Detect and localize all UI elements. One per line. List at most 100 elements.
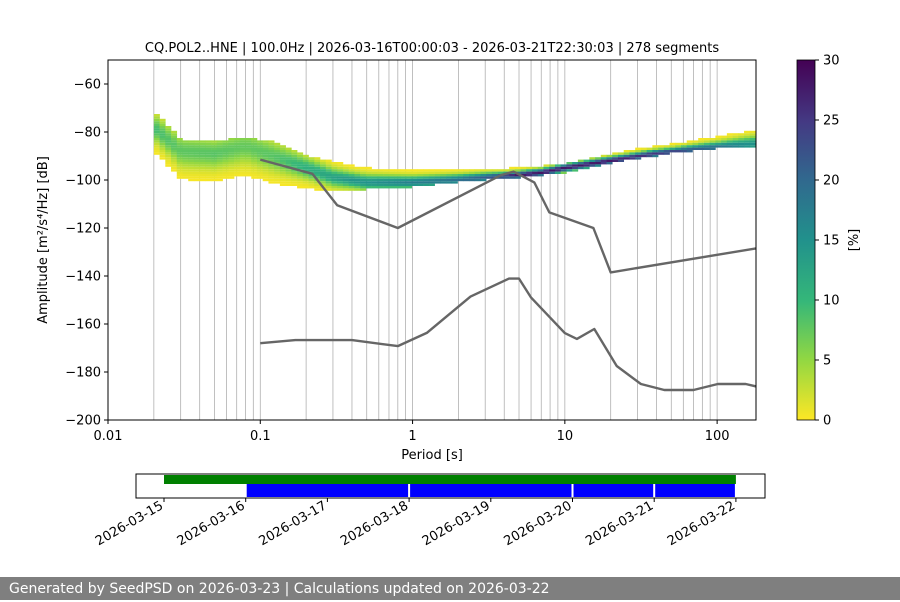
psd-cell <box>365 166 372 170</box>
psd-cell <box>480 178 487 182</box>
psd-cell <box>440 181 447 184</box>
timeline-tick-label: 2026-03-19 <box>420 498 493 549</box>
psd-cell <box>532 166 539 170</box>
psd-cell <box>245 154 252 158</box>
psd-cell <box>279 174 286 177</box>
psd-cell <box>400 174 407 177</box>
psd-cell <box>228 174 235 177</box>
psd-cell <box>572 162 579 165</box>
psd-cell <box>365 174 372 177</box>
psd-cell <box>228 140 235 143</box>
psd-cell <box>692 142 699 146</box>
psd-cell <box>320 174 327 177</box>
psd-cell <box>262 157 269 160</box>
psd-cell <box>268 166 275 170</box>
psd-cell <box>153 118 160 122</box>
psd-cell <box>193 142 200 146</box>
psd-cell <box>205 150 212 153</box>
psd-cell <box>342 166 349 170</box>
psd-cell <box>159 133 166 136</box>
psd-cell <box>188 150 195 153</box>
psd-cell <box>554 171 561 174</box>
psd-cell <box>646 147 653 150</box>
psd-cell <box>211 174 218 177</box>
timeline-tick-label: 2026-03-17 <box>256 498 329 549</box>
psd-cell <box>279 178 286 182</box>
psd-cell <box>543 171 550 174</box>
psd-cell <box>686 142 693 146</box>
psd-cell <box>251 145 258 148</box>
psd-cell <box>520 166 527 170</box>
psd-cell <box>228 162 235 165</box>
psd-cell <box>738 140 745 143</box>
psd-cell <box>228 154 235 158</box>
psd-cell <box>526 169 533 172</box>
psd-cell <box>199 152 206 155</box>
psd-cell <box>171 145 178 148</box>
psd-cell <box>188 159 195 162</box>
psd-cell <box>617 157 625 160</box>
psd-cell <box>371 183 378 186</box>
psd-cell <box>256 142 264 146</box>
psd-cell <box>423 174 430 177</box>
psd-cell <box>491 171 498 174</box>
psd-cell <box>251 171 258 174</box>
psd-cell <box>400 169 407 172</box>
psd-cell <box>354 188 361 191</box>
psd-cell <box>554 169 561 172</box>
psd-cell <box>417 181 424 184</box>
psd-cell <box>199 174 206 177</box>
psd-cell <box>698 145 705 148</box>
psd-cell <box>176 140 183 143</box>
psd-cell <box>738 145 745 148</box>
psd-cell <box>354 166 361 170</box>
psd-cell <box>377 181 384 184</box>
psd-cell <box>262 169 269 172</box>
psd-cell <box>377 186 384 189</box>
psd-cell <box>216 150 223 153</box>
psd-cell <box>256 174 264 177</box>
psd-cell <box>577 162 584 165</box>
psd-cell <box>262 145 269 148</box>
psd-cell <box>222 164 229 167</box>
psd-cell <box>222 152 229 155</box>
psd-cell <box>274 164 281 167</box>
psd-cell <box>640 154 647 158</box>
psd-cell <box>222 154 229 158</box>
psd-cell <box>371 169 378 172</box>
psd-cell <box>159 138 166 141</box>
psd-cell <box>245 164 252 167</box>
psd-cell <box>715 138 722 141</box>
psd-cell <box>566 162 573 165</box>
psd-segment-bar <box>573 484 654 497</box>
psd-cell <box>176 145 183 148</box>
psd-cell <box>234 164 241 167</box>
psd-cell <box>320 166 327 170</box>
psd-cell <box>314 171 321 174</box>
psd-cell <box>251 140 258 143</box>
psd-cell <box>268 145 275 148</box>
psd-cell <box>463 176 470 179</box>
psd-cell <box>383 183 390 186</box>
psd-cell <box>176 154 183 158</box>
psd-cell <box>474 169 481 172</box>
psd-cell <box>239 145 246 148</box>
psd-cell <box>245 138 252 141</box>
y-tick-label: −140 <box>65 270 101 285</box>
psd-cell <box>583 164 590 167</box>
psd-cell <box>234 157 241 160</box>
psd-cell <box>440 174 447 177</box>
y-tick-label: −180 <box>65 366 101 381</box>
psd-cell <box>658 150 665 153</box>
psd-cell <box>302 174 309 177</box>
data-available-bar <box>164 475 736 484</box>
psd-cell <box>617 152 625 155</box>
psd-cell <box>153 135 160 138</box>
psd-cell <box>383 174 390 177</box>
psd-cell <box>216 174 223 177</box>
psd-cell <box>383 176 390 179</box>
psd-cell <box>532 169 539 172</box>
psd-cell <box>176 169 183 172</box>
psd-cell <box>446 181 453 184</box>
psd-cell <box>291 154 298 158</box>
